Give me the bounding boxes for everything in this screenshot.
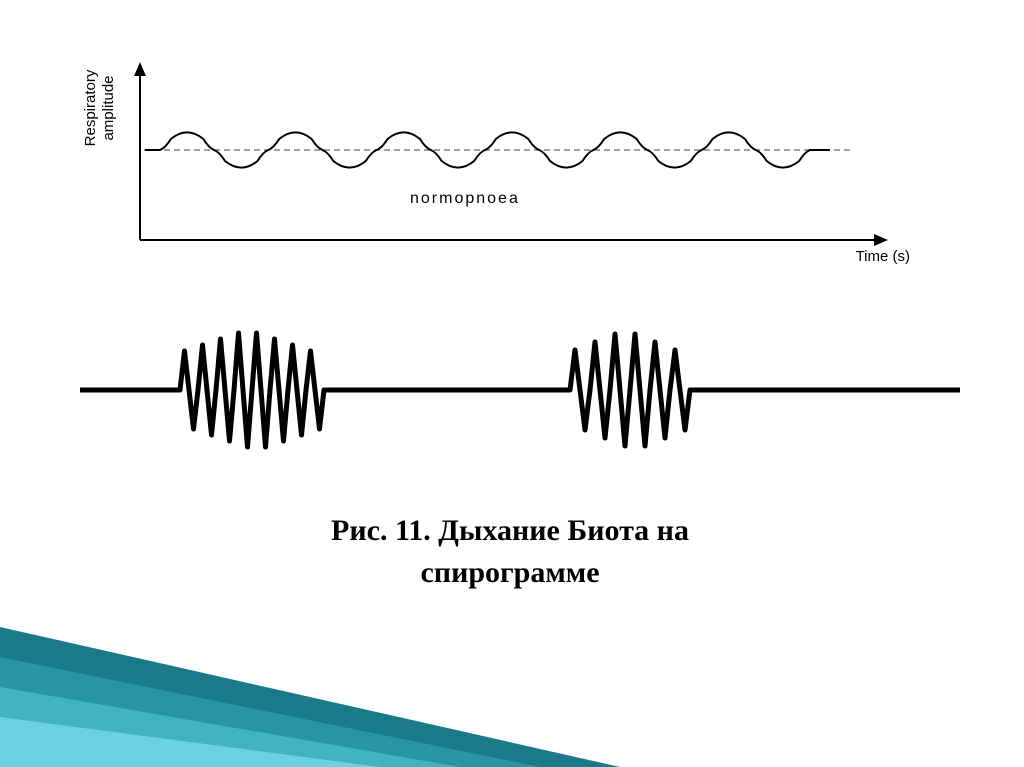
content-area: Respiratory amplitude normopnoea Time (s… [60,40,960,640]
normopnoea-svg [80,40,920,260]
wave-label: normopnoea [410,190,520,208]
biot-svg [80,310,960,470]
y-axis-label: Respiratory amplitude [82,58,118,158]
caption-line-2: спирограмме [60,552,960,594]
x-axis-label: Time (s) [856,248,910,265]
figure-caption: Рис. 11. Дыхание Биота на спирограмме [60,510,960,594]
caption-line-1: Рис. 11. Дыхание Биота на [60,510,960,552]
normopnoea-chart: Respiratory amplitude normopnoea Time (s… [80,40,920,260]
biot-waveform [80,310,960,470]
